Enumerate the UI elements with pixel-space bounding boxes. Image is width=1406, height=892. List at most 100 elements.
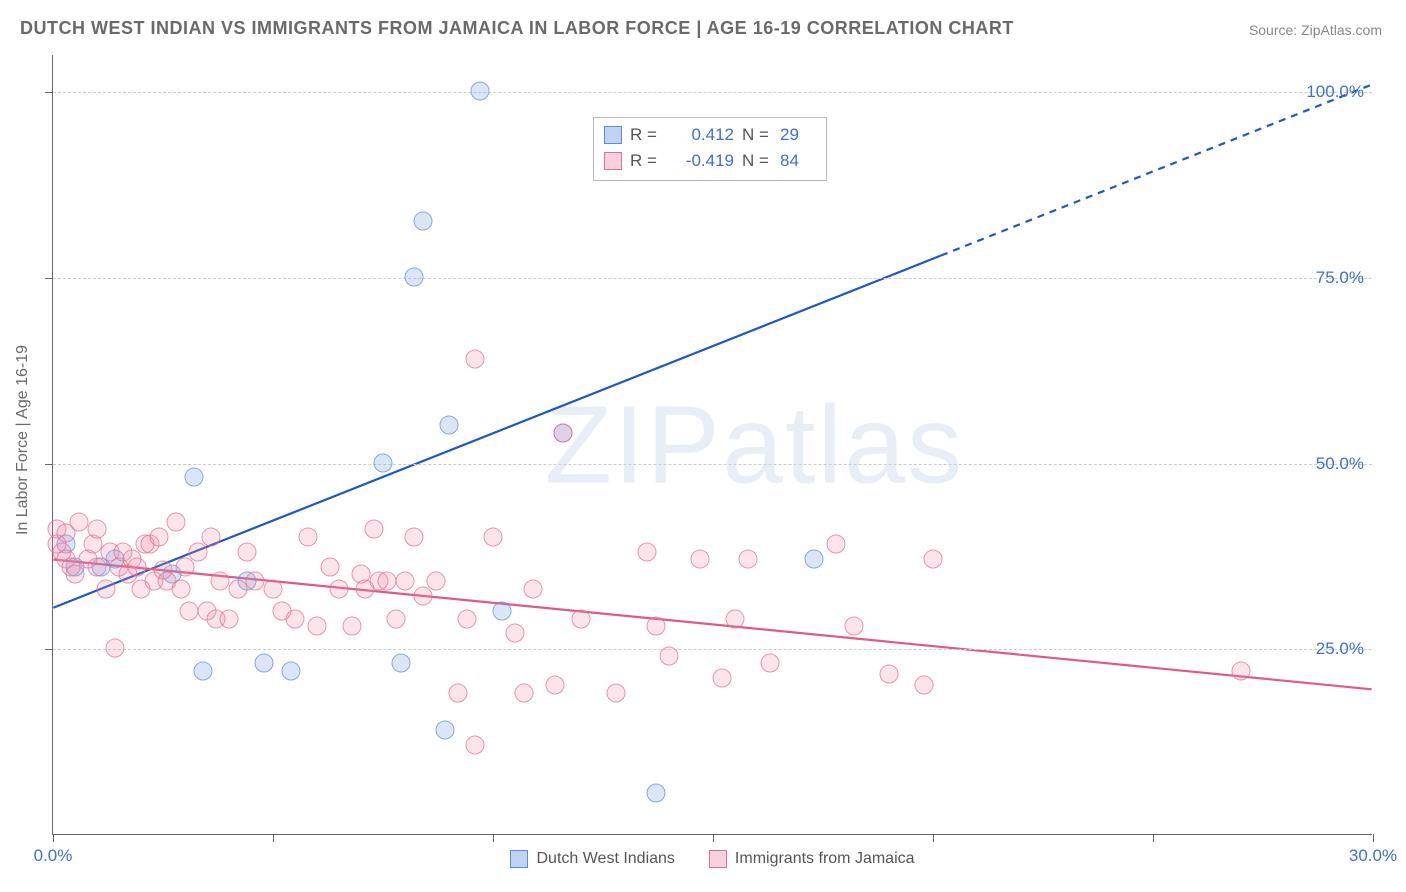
- legend-row: R =-0.419N =84: [604, 148, 816, 174]
- data-point-pink: [189, 542, 208, 561]
- x-tick: [493, 834, 494, 842]
- gridline: [53, 92, 1372, 93]
- x-tick: [273, 834, 274, 842]
- data-point-pink: [96, 579, 115, 598]
- legend-swatch: [604, 126, 622, 144]
- data-point-pink: [638, 542, 657, 561]
- data-point-pink: [827, 535, 846, 554]
- data-point-pink: [523, 579, 542, 598]
- legend-item: Dutch West Indians: [510, 850, 674, 868]
- legend-n-label: N =: [742, 151, 772, 171]
- legend-r-value: -0.419: [668, 151, 734, 171]
- y-tick-label: 25.0%: [1316, 639, 1364, 659]
- data-point-pink: [66, 565, 85, 584]
- data-point-pink: [880, 665, 899, 684]
- data-point-blue: [646, 784, 665, 803]
- data-point-blue: [440, 416, 459, 435]
- data-point-blue: [435, 721, 454, 740]
- y-tick: [45, 92, 53, 93]
- data-point-blue: [413, 212, 432, 231]
- data-point-blue: [404, 267, 423, 286]
- y-tick-label: 75.0%: [1316, 268, 1364, 288]
- data-point-pink: [844, 617, 863, 636]
- data-point-pink: [646, 617, 665, 636]
- data-point-pink: [237, 542, 256, 561]
- data-point-pink: [286, 609, 305, 628]
- data-point-pink: [378, 572, 397, 591]
- data-point-pink: [220, 609, 239, 628]
- data-point-pink: [545, 676, 564, 695]
- data-point-blue: [193, 661, 212, 680]
- legend-n-value: 29: [780, 125, 816, 145]
- legend-swatch: [604, 152, 622, 170]
- data-point-pink: [387, 609, 406, 628]
- data-point-pink: [514, 683, 533, 702]
- data-point-pink: [915, 676, 934, 695]
- y-tick: [45, 649, 53, 650]
- legend-item: Immigrants from Jamaica: [709, 850, 915, 868]
- x-tick-label: 0.0%: [34, 846, 73, 866]
- data-point-blue: [255, 654, 274, 673]
- data-point-pink: [299, 527, 318, 546]
- data-point-pink: [264, 579, 283, 598]
- legend-swatch: [510, 850, 528, 868]
- y-axis-label: In Labor Force | Age 16-19: [14, 345, 32, 535]
- data-point-pink: [554, 423, 573, 442]
- data-point-pink: [712, 669, 731, 688]
- data-point-pink: [466, 349, 485, 368]
- data-point-pink: [321, 557, 340, 576]
- data-point-pink: [466, 735, 485, 754]
- data-point-pink: [70, 513, 89, 532]
- legend-row: R =0.412N =29: [604, 122, 816, 148]
- gridline: [53, 278, 1372, 279]
- legend-label: Immigrants from Jamaica: [735, 850, 915, 868]
- x-tick: [933, 834, 934, 842]
- source-prefix: Source:: [1249, 22, 1301, 38]
- source-attribution: Source: ZipAtlas.com: [1249, 22, 1382, 38]
- data-point-pink: [726, 609, 745, 628]
- y-tick: [45, 278, 53, 279]
- data-point-pink: [171, 579, 190, 598]
- source-link[interactable]: ZipAtlas.com: [1301, 22, 1382, 38]
- data-point-pink: [88, 557, 107, 576]
- legend-swatch: [709, 850, 727, 868]
- data-point-pink: [88, 520, 107, 539]
- data-point-pink: [308, 617, 327, 636]
- plot-area: ZIPatlas R =0.412N =29R =-0.419N =84 Dut…: [52, 55, 1372, 835]
- data-point-pink: [167, 513, 186, 532]
- data-point-pink: [607, 683, 626, 702]
- data-point-blue: [470, 82, 489, 101]
- data-point-pink: [149, 527, 168, 546]
- gridline: [53, 464, 1372, 465]
- data-point-pink: [739, 550, 758, 569]
- data-point-pink: [330, 579, 349, 598]
- x-tick-label: 30.0%: [1349, 846, 1397, 866]
- correlation-legend: R =0.412N =29R =-0.419N =84: [593, 117, 827, 181]
- y-tick-label: 50.0%: [1316, 454, 1364, 474]
- data-point-pink: [176, 557, 195, 576]
- data-point-pink: [484, 527, 503, 546]
- data-point-pink: [228, 579, 247, 598]
- data-point-pink: [202, 527, 221, 546]
- data-point-pink: [105, 639, 124, 658]
- legend-r-label: R =: [630, 151, 660, 171]
- data-point-blue: [805, 550, 824, 569]
- data-point-pink: [660, 646, 679, 665]
- data-point-pink: [448, 683, 467, 702]
- data-point-pink: [924, 550, 943, 569]
- y-tick: [45, 464, 53, 465]
- data-point-pink: [426, 572, 445, 591]
- x-tick: [53, 834, 54, 842]
- legend-label: Dutch West Indians: [536, 850, 674, 868]
- x-tick: [1373, 834, 1374, 842]
- data-point-pink: [180, 602, 199, 621]
- data-point-pink: [343, 617, 362, 636]
- x-tick: [1153, 834, 1154, 842]
- y-tick-label: 100.0%: [1306, 82, 1364, 102]
- data-point-pink: [211, 572, 230, 591]
- gridline: [53, 649, 1372, 650]
- data-point-pink: [506, 624, 525, 643]
- data-point-blue: [184, 468, 203, 487]
- data-point-blue: [374, 453, 393, 472]
- data-point-blue: [391, 654, 410, 673]
